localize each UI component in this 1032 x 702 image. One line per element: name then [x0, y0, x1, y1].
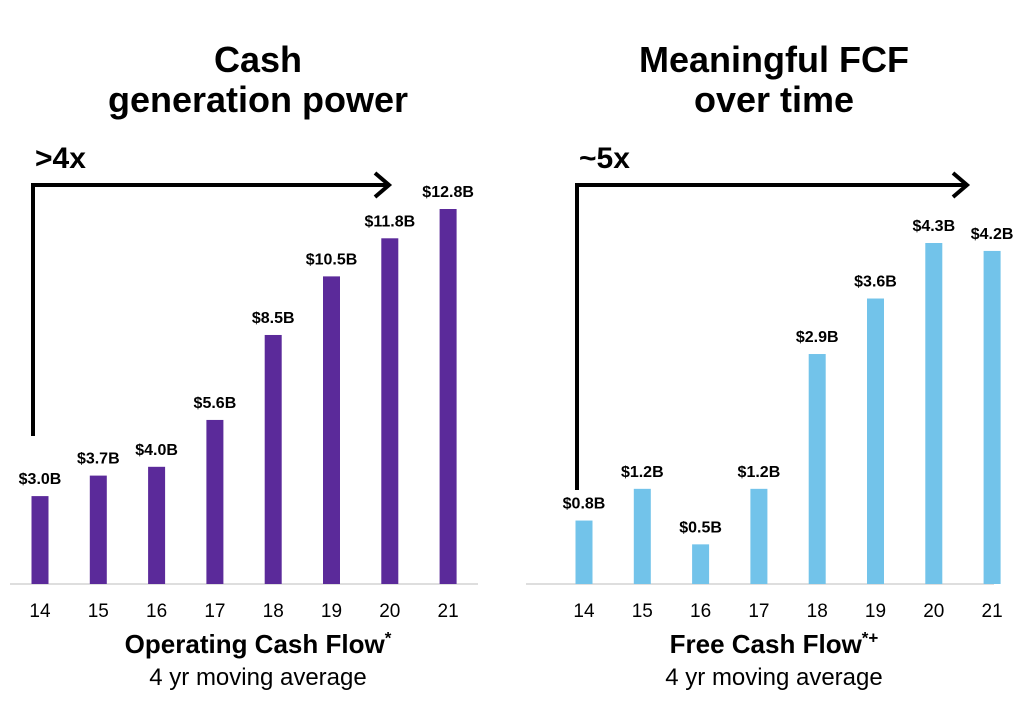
growth-arrow-line	[575, 183, 966, 490]
operating-cash-flow-panel: Cash generation power $3.0B 14 $3.7B 15 $4.0…	[0, 40, 516, 691]
chart-title: Meaningful FCF over time	[516, 40, 1032, 120]
chart-caption-text: Free Cash Flow	[669, 629, 862, 659]
data-label-15: $1.2B	[621, 464, 664, 481]
chart-caption: Operating Cash Flow*	[0, 628, 516, 660]
growth-label: >4x	[35, 142, 86, 175]
x-tick-label-18: 18	[807, 601, 828, 620]
x-tick-label-16: 16	[146, 601, 167, 620]
growth-arrow-line	[31, 183, 388, 436]
bar-17	[206, 419, 224, 584]
chart-caption-footnote-marks: *+	[861, 628, 879, 648]
data-label-20: $4.3B	[912, 218, 955, 235]
data-label-18: $2.9B	[796, 329, 839, 346]
x-tick-label-19: 19	[321, 601, 342, 620]
x-tick-label-21: 21	[982, 601, 1003, 620]
bar-19	[323, 276, 340, 584]
chart-caption-footnote-marks: *	[384, 628, 392, 648]
data-label-19: $3.6B	[854, 274, 897, 291]
chart-title-line-1: Meaningful FCF	[639, 39, 909, 80]
x-tick-label-17: 17	[204, 601, 225, 620]
bar-20	[381, 238, 399, 584]
data-label-19: $10.5B	[306, 251, 358, 268]
bar-16	[148, 466, 166, 584]
x-tick-label-14: 14	[29, 601, 51, 620]
bar-21	[439, 209, 457, 584]
chart-title-line-1: Cash	[213, 39, 303, 80]
growth-arrow-head	[951, 171, 971, 199]
x-tick-label-17: 17	[748, 601, 769, 620]
bar-18	[264, 334, 282, 584]
chart-caption: Free Cash Flow*+	[516, 628, 1032, 660]
bar-15	[89, 475, 107, 584]
bar-20	[925, 243, 943, 584]
x-tick-label-15: 15	[88, 601, 109, 620]
x-tick-label-15: 15	[632, 601, 653, 620]
chart-subcaption: 4 yr moving average	[149, 664, 367, 691]
growth-arrow-head	[373, 171, 393, 199]
x-tick-label-21: 21	[438, 601, 459, 620]
x-tick-label-18: 18	[263, 601, 284, 620]
free-cash-flow-chart: $0.8B 14 $1.2B 15 $0.5B 16 $1.2B 17 $2.9B 18 $3.6B…	[526, 142, 1014, 620]
chart-subcaption: 4 yr moving average	[665, 664, 883, 691]
operating-cash-flow-chart: $3.0B 14 $3.7B 15 $4.0B 16 $5.6B 17 $8.5B 18 $10.5…	[10, 142, 478, 620]
chart-title-line-2: generation power	[107, 79, 409, 120]
data-label-18: $8.5B	[252, 310, 295, 327]
chart-caption-text: Operating Cash Flow	[124, 629, 385, 659]
data-label-21: $12.8B	[422, 184, 474, 201]
bar-17	[750, 488, 768, 584]
chart-title-line-2: over time	[693, 79, 855, 120]
bar-14	[575, 520, 593, 584]
bar-14	[31, 496, 49, 584]
x-tick-label-19: 19	[865, 601, 886, 620]
data-label-17: $1.2B	[738, 464, 781, 481]
chart-title: Cash generation power	[0, 40, 516, 120]
x-tick-label-14: 14	[573, 601, 595, 620]
data-label-20: $11.8B	[364, 213, 415, 230]
bar-19	[867, 298, 884, 584]
growth-label: ~5x	[579, 142, 630, 175]
bar-16	[692, 544, 710, 584]
data-label-16: $4.0B	[135, 442, 178, 459]
data-label-14: $0.8B	[563, 496, 606, 513]
data-label-17: $5.6B	[194, 395, 237, 412]
data-label-14: $3.0B	[19, 471, 62, 488]
data-label-21: $4.2B	[971, 226, 1014, 243]
x-tick-label-20: 20	[923, 601, 944, 620]
bar-21	[983, 250, 1001, 584]
bar-15	[633, 488, 651, 584]
x-tick-label-16: 16	[690, 601, 711, 620]
data-label-15: $3.7B	[77, 451, 120, 468]
free-cash-flow-panel: Meaningful FCF over time $0.8B 14 $1.2B 15 $…	[516, 0, 1032, 702]
x-tick-label-20: 20	[379, 601, 400, 620]
data-label-16: $0.5B	[679, 519, 722, 536]
bar-18	[808, 354, 826, 584]
